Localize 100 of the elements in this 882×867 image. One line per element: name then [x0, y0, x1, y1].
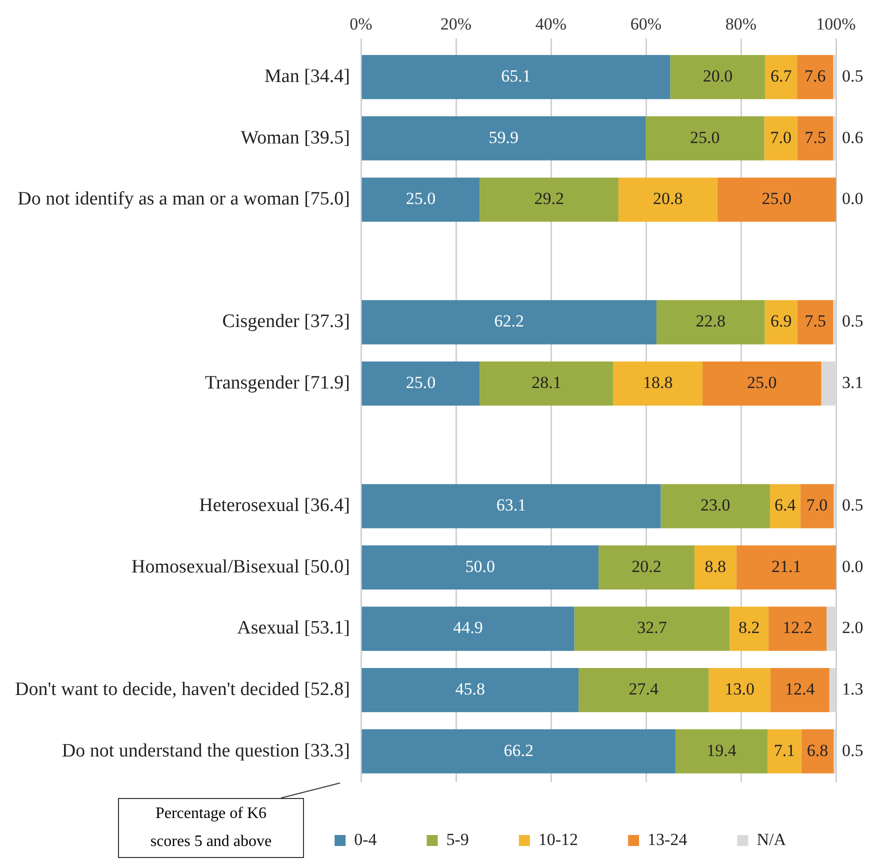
bar [768, 606, 826, 651]
data-label: 3.1 [842, 373, 864, 392]
data-label: 25.0 [406, 189, 436, 208]
data-label: 12.2 [782, 618, 812, 638]
bar [598, 545, 694, 590]
bar [768, 729, 802, 774]
data-label: 29.2 [534, 189, 564, 208]
bar [694, 545, 736, 590]
bar [708, 668, 770, 712]
data-label: 63.1 [496, 496, 526, 515]
data-label: 25.0 [747, 373, 777, 392]
data-label: 7.5 [804, 312, 826, 331]
data-label: 23.0 [700, 496, 730, 515]
y-tick-label: Don't want to decide, haven't decided [52.8] [15, 679, 350, 700]
bar [730, 606, 769, 651]
bar [764, 116, 798, 160]
bar [798, 116, 834, 160]
data-label: 20.8 [652, 189, 683, 208]
bar [480, 361, 614, 406]
data-label: 25.0 [406, 373, 436, 392]
data-label: 6.7 [770, 66, 792, 86]
data-label: 0.5 [842, 740, 864, 760]
data-label: 21.1 [771, 556, 802, 576]
bar [362, 300, 656, 344]
bar [675, 729, 768, 774]
bar [362, 116, 646, 160]
bar [362, 729, 676, 774]
bar [800, 484, 834, 528]
bar [574, 606, 730, 651]
bar [797, 54, 834, 100]
x-tick-label: 80% [725, 14, 757, 34]
data-label: 25.0 [690, 128, 720, 147]
bar [736, 545, 836, 590]
bar [362, 484, 661, 528]
bar [362, 545, 599, 590]
data-label: 20.0 [702, 66, 733, 86]
data-label: 19.4 [706, 740, 737, 760]
data-label: 7.1 [774, 740, 796, 760]
data-label: 8.8 [704, 556, 726, 576]
data-label: 32.7 [637, 618, 668, 638]
data-label: 12.4 [785, 680, 816, 699]
y-tick-label: Asexual [53.1] [237, 618, 350, 639]
bar [362, 606, 574, 651]
x-tick-label: 60% [630, 14, 662, 34]
bar [646, 116, 764, 160]
y-tick-label: Do not understand the question [33.3] [62, 740, 350, 762]
bar [660, 484, 770, 528]
bar [670, 54, 766, 100]
x-tick-label: 100% [816, 14, 856, 34]
data-label: 27.4 [628, 680, 660, 699]
bar [770, 484, 800, 528]
data-label: 45.8 [455, 680, 486, 699]
legend-label: 13-24 [648, 830, 688, 849]
data-label: 62.2 [494, 312, 524, 331]
x-tick-label: 40% [535, 14, 567, 34]
bar [656, 300, 765, 344]
data-label: 0.6 [842, 128, 864, 147]
data-label: 0.5 [842, 496, 864, 515]
callout-box: Percentage of K6 scores 5 and above [118, 798, 304, 858]
bar [362, 361, 480, 406]
data-label: 22.8 [696, 312, 726, 331]
data-label: 20.2 [632, 556, 662, 576]
data-label: 7.0 [806, 496, 828, 515]
data-label: 25.0 [762, 189, 792, 208]
data-label: 13.0 [724, 680, 754, 699]
data-label: 59.9 [488, 128, 519, 147]
data-label: 44.9 [453, 618, 483, 638]
y-tick-label: Woman [39.5] [240, 127, 350, 148]
legend-label: 0-4 [354, 830, 378, 849]
bar [480, 178, 618, 222]
x-tick-label: 0% [350, 14, 372, 34]
data-label: 2.0 [842, 618, 864, 638]
bar [798, 300, 834, 344]
y-tick-label: Heterosexual [36.4] [199, 495, 350, 516]
y-tick-label: Homosexual/Bisexual [50.0] [132, 556, 350, 578]
bar [618, 178, 718, 222]
legend-label: 5-9 [446, 830, 469, 849]
bar [801, 729, 834, 774]
data-label: 6.9 [770, 312, 792, 331]
bar [578, 668, 709, 712]
data-label: 0.0 [842, 189, 864, 208]
bar [362, 54, 670, 100]
data-label: 7.6 [804, 66, 826, 86]
y-tick-label: Do not identify as a man or a woman [75.0] [18, 188, 350, 210]
x-tick-label: 20% [440, 14, 472, 34]
data-label: 0.5 [842, 66, 864, 86]
bar [765, 54, 798, 100]
y-tick-label: Man [34.4] [264, 66, 350, 88]
bar [764, 300, 798, 344]
data-label: 7.0 [770, 128, 792, 147]
legend-label: N/A [756, 830, 787, 849]
data-label: 6.4 [774, 496, 796, 515]
data-label: 0.5 [842, 312, 864, 331]
data-label: 50.0 [465, 556, 496, 576]
bar [362, 178, 480, 222]
data-label: 65.1 [501, 66, 531, 86]
bar [362, 668, 579, 712]
y-tick-label: Cisgender [37.3] [222, 311, 350, 332]
data-label: 28.1 [532, 373, 562, 392]
bar [717, 178, 836, 222]
